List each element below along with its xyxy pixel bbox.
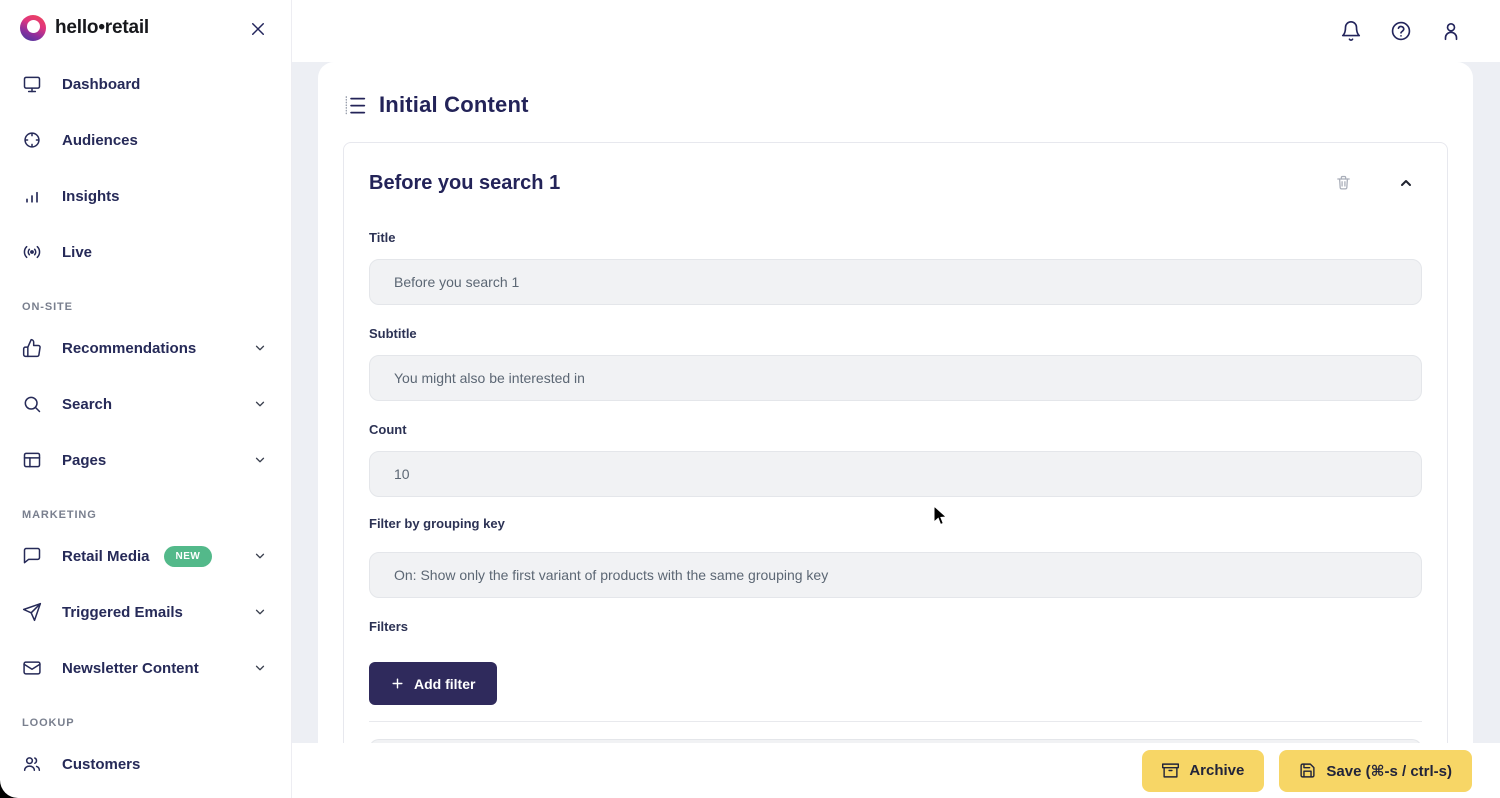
divider [369, 721, 1422, 722]
sidebar-item-label: Insights [62, 187, 120, 205]
footer-action-bar: Archive Save (⌘-s / ctrl-s) [292, 743, 1500, 798]
chevron-down-icon [253, 605, 267, 619]
save-button-label: Save (⌘-s / ctrl-s) [1326, 762, 1452, 780]
sidebar-close-icon[interactable] [249, 20, 267, 38]
sidebar-item-search[interactable]: Search [0, 376, 291, 432]
live-broadcast-icon [22, 242, 42, 262]
sidebar-item-dashboard[interactable]: Dashboard [0, 56, 291, 112]
sidebar-item-label: Triggered Emails [62, 603, 183, 621]
chevron-down-icon [253, 549, 267, 563]
bar-chart-icon [22, 186, 42, 206]
sidebar-item-label: Recommendations [62, 339, 197, 357]
sidebar: hello•retail Dashboard Audiences Insight… [0, 0, 292, 798]
topbar-icon-group [1340, 0, 1500, 62]
field-label-subtitle: Subtitle [369, 326, 417, 341]
sidebar-item-label: Customers [62, 755, 141, 773]
sidebar-section-onsite: ON-SITE [22, 301, 73, 313]
sidebar-section-lookup: LOOKUP [22, 717, 75, 729]
help-icon[interactable] [1390, 20, 1412, 42]
add-filter-button[interactable]: Add filter [369, 662, 498, 705]
plus-icon [391, 677, 404, 690]
page-title: Initial Content [379, 92, 529, 117]
sidebar-item-triggered-emails[interactable]: Triggered Emails [0, 584, 291, 640]
sidebar-item-customers[interactable]: Customers [0, 736, 291, 792]
envelope-icon [22, 658, 42, 678]
collapse-chevron-up-icon[interactable] [1398, 175, 1414, 191]
field-label-count: Count [369, 422, 407, 437]
users-icon [22, 754, 42, 774]
main-panel: Initial Content Before you search 1 Titl… [318, 62, 1473, 798]
notifications-bell-icon[interactable] [1340, 20, 1362, 42]
brand-logo[interactable]: hello•retail [0, 0, 291, 56]
field-label-grouping-key: Filter by grouping key [369, 516, 505, 531]
layout-pages-icon [22, 450, 42, 470]
send-plane-icon [22, 602, 42, 622]
archive-box-icon [1162, 762, 1180, 779]
sidebar-item-label: Dashboard [62, 75, 141, 93]
brand-logo-icon [20, 15, 46, 41]
archive-button-label: Archive [1189, 762, 1245, 779]
sidebar-section-marketing: MARKETING [22, 509, 97, 521]
field-label-title: Title [369, 230, 396, 245]
archive-button[interactable]: Archive [1142, 749, 1265, 792]
chevron-down-icon [253, 341, 267, 355]
filters-label: Filters [369, 619, 409, 634]
delete-trash-icon[interactable] [1335, 174, 1352, 192]
content-block-card: Before you search 1 Title Subtitle Count… [343, 142, 1448, 798]
page-header: Initial Content [318, 62, 1473, 118]
chevron-down-icon [253, 453, 267, 467]
subtitle-input[interactable] [369, 355, 1422, 401]
card-title: Before you search 1 [369, 171, 561, 194]
chevron-down-icon [253, 397, 267, 411]
save-button[interactable]: Save (⌘-s / ctrl-s) [1279, 749, 1472, 792]
new-badge: NEW [163, 545, 213, 567]
chat-bubble-icon [22, 546, 42, 566]
brand-name: hello•retail [55, 17, 150, 38]
chevron-down-icon [253, 661, 267, 675]
sidebar-item-pages[interactable]: Pages [0, 432, 291, 488]
user-account-icon[interactable] [1440, 20, 1462, 42]
sidebar-item-insights[interactable]: Insights [0, 168, 291, 224]
sidebar-item-label: Live [62, 243, 93, 261]
sidebar-item-label: Newsletter Content [62, 659, 199, 677]
sidebar-item-label: Pages [62, 451, 107, 469]
grouping-key-select[interactable] [369, 552, 1422, 598]
list-icon [345, 95, 366, 115]
monitor-icon [22, 74, 42, 94]
thumbs-up-icon [22, 338, 42, 358]
card-header: Before you search 1 [369, 143, 1422, 197]
audiences-target-icon [22, 130, 42, 150]
add-filter-label: Add filter [414, 675, 476, 692]
sidebar-item-label: Retail Media [62, 547, 150, 565]
sidebar-item-audiences[interactable]: Audiences [0, 112, 291, 168]
title-input[interactable] [369, 259, 1422, 305]
sidebar-item-newsletter-content[interactable]: Newsletter Content [0, 640, 291, 696]
sidebar-item-label: Search [62, 395, 113, 413]
sidebar-item-label: Audiences [62, 131, 138, 149]
sidebar-item-live[interactable]: Live [0, 224, 291, 280]
sidebar-item-recommendations[interactable]: Recommendations [0, 320, 291, 376]
count-input[interactable] [369, 451, 1422, 497]
save-floppy-icon [1299, 762, 1316, 779]
search-icon [22, 394, 42, 414]
sidebar-item-retail-media[interactable]: Retail Media NEW [0, 528, 291, 584]
